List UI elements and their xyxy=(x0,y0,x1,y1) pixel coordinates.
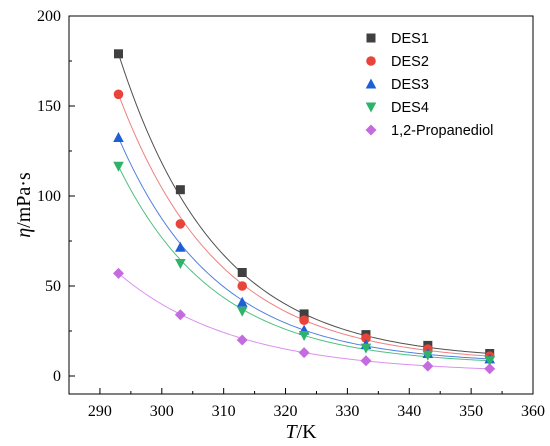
legend-marker-DES4 xyxy=(365,102,377,113)
point-DES3-293 xyxy=(113,132,124,142)
x-tick-label-300: 300 xyxy=(150,403,174,420)
legend-label-DES4: DES4 xyxy=(391,100,429,116)
axes: 290 300 310 320 330 340 350 360 0 50 100 150 200 xyxy=(37,8,545,420)
point-1,2-Propanediol-333 xyxy=(360,355,372,367)
point-DES4-333 xyxy=(360,343,372,354)
legend-marker-DES1 xyxy=(366,33,376,43)
point-DES4-343 xyxy=(422,350,434,361)
y-axis-title-variable: η xyxy=(13,228,35,238)
x-tick-label-350: 350 xyxy=(459,403,483,420)
point-DES1-313 xyxy=(237,268,247,277)
legend-label-DES2: DES2 xyxy=(391,54,429,70)
y-tick-label-100: 100 xyxy=(37,188,61,205)
y-tick-label-50: 50 xyxy=(45,278,61,295)
point-1,2-Propanediol-313 xyxy=(236,334,248,346)
y-axis-title-unit: /mPa·s xyxy=(13,172,35,228)
legend-label-1,2-Propanediol: 1,2-Propanediol xyxy=(391,123,493,139)
x-tick-label-290: 290 xyxy=(88,403,112,420)
x-tick-label-330: 330 xyxy=(335,403,359,420)
point-1,2-Propanediol-293 xyxy=(112,267,124,279)
y-tick-label-0: 0 xyxy=(53,368,61,385)
point-1,2-Propanediol-323 xyxy=(298,347,310,359)
point-DES2-333 xyxy=(361,333,371,344)
point-DES1-293 xyxy=(113,49,123,59)
legend-marker-1,2-Propanediol xyxy=(365,124,377,136)
point-DES2-323 xyxy=(299,315,309,326)
legend-label-DES1: DES1 xyxy=(391,31,429,47)
y-tick-label-150: 150 xyxy=(37,98,61,115)
point-DES1-323 xyxy=(299,309,309,319)
legend-marker-DES3 xyxy=(365,78,377,89)
x-axis-title-unit: /K xyxy=(297,421,318,443)
x-tick-label-320: 320 xyxy=(274,403,298,420)
y-axis-title: η/mPa·s xyxy=(13,172,35,238)
data-points xyxy=(112,49,496,375)
point-DES4-313 xyxy=(236,306,248,317)
x-tick-label-340: 340 xyxy=(397,403,421,420)
point-DES3-313 xyxy=(236,296,248,307)
point-1,2-Propanediol-353 xyxy=(484,363,496,375)
legend-label-DES3: DES3 xyxy=(391,77,429,93)
x-axis-title-variable: T xyxy=(285,421,298,443)
point-1,2-Propanediol-303 xyxy=(174,309,186,321)
point-DES2-303 xyxy=(175,219,186,229)
y-tick-label-200: 200 xyxy=(37,8,61,25)
point-1,2-Propanediol-343 xyxy=(422,360,434,372)
point-DES4-323 xyxy=(298,331,310,341)
x-tick-label-310: 310 xyxy=(212,403,236,420)
point-DES4-353 xyxy=(484,356,495,367)
x-tick-label-360: 360 xyxy=(521,403,545,420)
legend: DES1 DES2 DES3 DES4 1,2-Propanediol xyxy=(365,31,493,139)
point-DES4-303 xyxy=(175,259,186,269)
point-DES4-293 xyxy=(113,161,124,172)
point-DES1-303 xyxy=(175,185,185,195)
plot-frame xyxy=(68,15,534,395)
fit-curve-DES1 xyxy=(118,53,490,354)
point-DES2-293 xyxy=(113,89,124,100)
point-DES2-313 xyxy=(237,281,248,291)
legend-marker-DES2 xyxy=(366,56,376,66)
point-DES3-303 xyxy=(175,241,186,252)
x-axis-title: T/K xyxy=(285,421,317,443)
